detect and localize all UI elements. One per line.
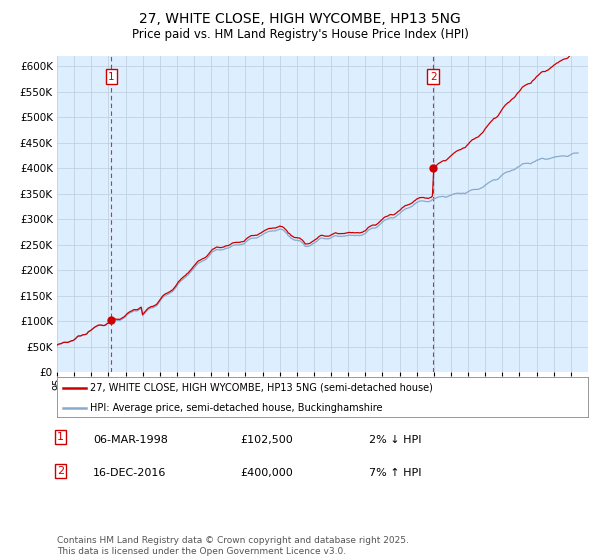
Text: 2: 2 xyxy=(430,72,436,82)
Text: 27, WHITE CLOSE, HIGH WYCOMBE, HP13 5NG: 27, WHITE CLOSE, HIGH WYCOMBE, HP13 5NG xyxy=(139,12,461,26)
Text: 27, WHITE CLOSE, HIGH WYCOMBE, HP13 5NG (semi-detached house): 27, WHITE CLOSE, HIGH WYCOMBE, HP13 5NG … xyxy=(90,383,433,393)
Text: Price paid vs. HM Land Registry's House Price Index (HPI): Price paid vs. HM Land Registry's House … xyxy=(131,28,469,41)
Text: 2: 2 xyxy=(57,466,64,476)
Text: 1: 1 xyxy=(108,72,115,82)
Text: 06-MAR-1998: 06-MAR-1998 xyxy=(93,435,168,445)
Text: 2% ↓ HPI: 2% ↓ HPI xyxy=(369,435,421,445)
Text: £400,000: £400,000 xyxy=(240,468,293,478)
Text: Contains HM Land Registry data © Crown copyright and database right 2025.
This d: Contains HM Land Registry data © Crown c… xyxy=(57,536,409,556)
Text: 7% ↑ HPI: 7% ↑ HPI xyxy=(369,468,421,478)
Text: 16-DEC-2016: 16-DEC-2016 xyxy=(93,468,166,478)
Text: 1: 1 xyxy=(57,432,64,442)
Text: £102,500: £102,500 xyxy=(240,435,293,445)
Text: HPI: Average price, semi-detached house, Buckinghamshire: HPI: Average price, semi-detached house,… xyxy=(90,403,382,413)
